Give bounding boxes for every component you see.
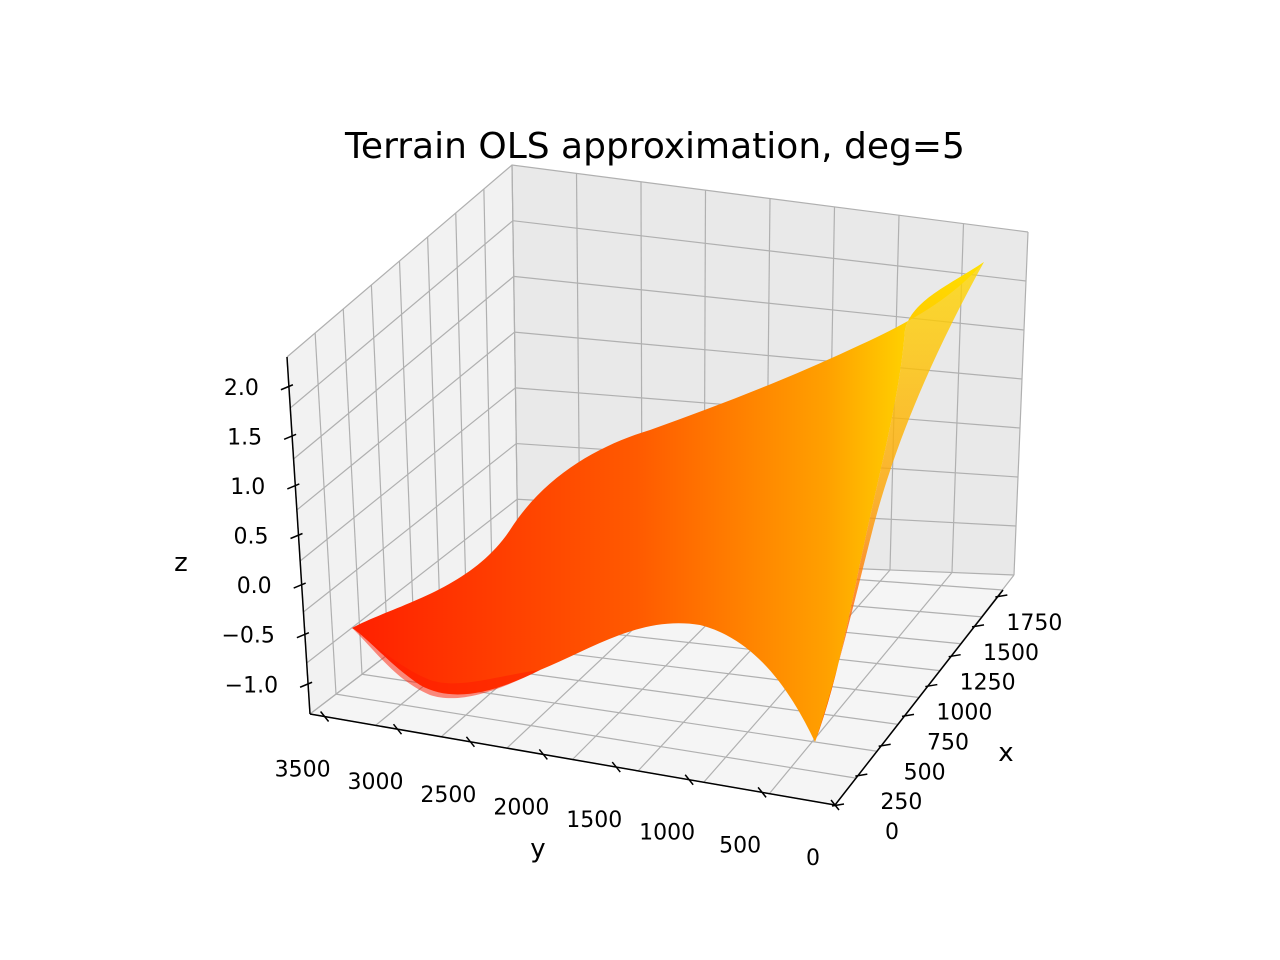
z-tick-mark (290, 532, 303, 540)
chart-title: Terrain OLS approximation, deg=5 (344, 126, 965, 167)
z-tick-label: 2.0 (224, 376, 259, 401)
z-tick-mark (287, 483, 300, 490)
x-tick-mark (855, 773, 868, 777)
y-tick-mark (319, 711, 330, 722)
grid-line (427, 236, 441, 615)
z-tick-label: 1.5 (227, 425, 262, 450)
y-ticks: 0 500 1000 1500 2000 2500 3000 3500 (275, 711, 840, 871)
z-tick-mark (293, 582, 306, 589)
grid-line (314, 332, 337, 695)
y-tick-mark (538, 748, 548, 760)
y-tick-label: 3000 (348, 770, 404, 795)
x-tick-mark (878, 743, 891, 748)
grid-line (398, 260, 415, 635)
y-tick-label: 0 (806, 846, 820, 871)
z-axis-label: z (174, 548, 188, 578)
left-back-pane (287, 165, 518, 714)
grid-line (293, 275, 1025, 460)
grid-line (286, 164, 1029, 358)
y-tick-mark (392, 723, 403, 735)
x-tick-label: 1250 (960, 671, 1016, 696)
x-tick-label: 1500 (983, 641, 1039, 666)
z-tick-label: 1.0 (230, 475, 265, 500)
z-tick-label: 0.0 (237, 574, 272, 599)
x-axis-label: x (998, 738, 1013, 768)
x-tick-label: 250 (880, 790, 922, 815)
y-tick-mark (684, 774, 694, 786)
y-tick-label: 2000 (493, 795, 549, 820)
y-tick-label: 1000 (639, 821, 695, 846)
z-tick-mark (299, 681, 313, 688)
y-tick-mark (757, 786, 767, 798)
x-tick-label: 750 (927, 730, 969, 755)
x-tick-label: 1000 (936, 701, 992, 726)
grid-line (455, 212, 467, 595)
grid-line (289, 220, 1027, 409)
x-tick-mark (971, 624, 985, 628)
z-tick-label: 0.5 (234, 525, 269, 550)
x-tick-label: 500 (904, 760, 946, 785)
y-tick-mark (465, 736, 476, 748)
y-tick-label: 1500 (566, 808, 622, 833)
grid-line (1013, 231, 1029, 576)
surface-main (352, 262, 984, 742)
y-tick-label: 500 (719, 833, 761, 858)
x-ticks: 0 250 500 750 1000 1250 1500 1750 (831, 594, 1062, 845)
surface-left-edge (352, 628, 540, 699)
z-tick-mark (283, 433, 297, 441)
x-tick-mark (901, 713, 915, 718)
y-tick-label: 2500 (420, 783, 476, 808)
grid-line (768, 572, 953, 795)
grid-line (511, 164, 519, 556)
x-tick-mark (831, 803, 845, 807)
z-tick-mark (280, 384, 294, 391)
z-tick-label: −0.5 (221, 624, 274, 649)
z-tick-label: −1.0 (225, 673, 278, 698)
x-tick-mark (948, 653, 961, 658)
grid-line (342, 308, 363, 675)
z-ticks: −1.0 −0.5 0.0 0.5 1.0 1.5 2.0 (221, 376, 313, 698)
x-tick-mark (995, 594, 1008, 598)
x-tick-label: 1750 (1006, 611, 1062, 636)
grid-line (370, 284, 389, 655)
y-tick-mark (611, 761, 621, 773)
y-axis-label: y (530, 834, 545, 864)
grid-line (483, 188, 493, 575)
x-tick-label: 0 (885, 820, 899, 845)
x-tick-mark (925, 683, 938, 688)
z-tick-mark (296, 631, 310, 639)
y-tick-label: 3500 (275, 758, 331, 783)
